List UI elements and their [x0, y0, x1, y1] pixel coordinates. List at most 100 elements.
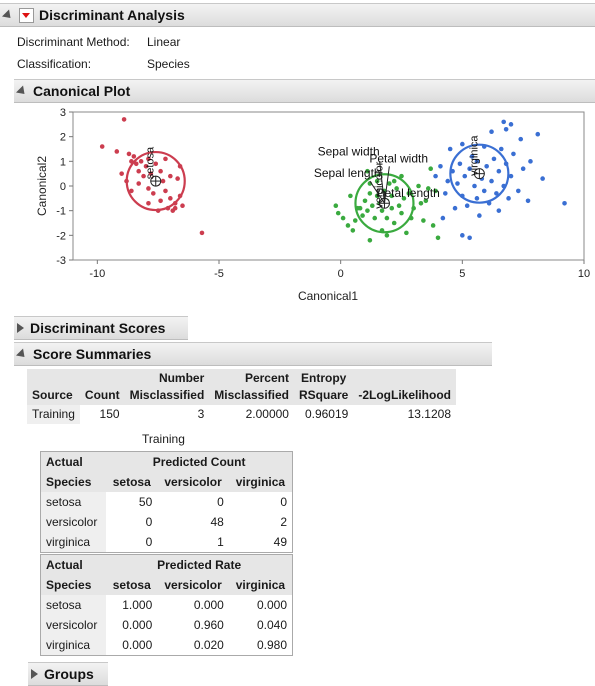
data-point-versicolor	[418, 200, 424, 206]
table-row: versicolor 0.000 0.960 0.040	[40, 615, 293, 635]
data-point-versicolor	[394, 186, 399, 191]
y-tick-label: 0	[60, 181, 66, 193]
disclosure-open-icon[interactable]	[1, 8, 15, 22]
col-header: Percent Misclassified	[209, 369, 294, 405]
data-point-versicolor	[365, 168, 370, 174]
data-point-versicolor	[333, 203, 339, 209]
data-point-setosa	[180, 203, 185, 209]
data-point-virginica	[503, 126, 509, 132]
table-row: Training 150 3 2.00000 0.96019 13.1208	[27, 405, 456, 424]
x-axis-label: Canonical1	[298, 289, 358, 303]
data-point-versicolor	[352, 218, 358, 223]
biplot-ray-label: Sepal length	[314, 166, 381, 180]
data-point-versicolor	[362, 198, 368, 204]
biplot-ray	[383, 166, 390, 204]
cell: 0.020	[193, 638, 224, 652]
data-point-virginica	[520, 166, 526, 172]
data-point-virginica	[460, 141, 465, 147]
method-label: Discriminant Method:	[17, 35, 130, 49]
row-label: virginica	[40, 532, 107, 553]
x-tick-label: -10	[89, 268, 105, 280]
y-ticks: 3 2 1 0 -1 -2 -3	[56, 107, 73, 267]
data-point-virginica	[447, 146, 453, 152]
red-triangle-menu-icon[interactable]	[19, 7, 34, 23]
score-summaries-header[interactable]: Score Summaries	[14, 342, 492, 366]
discriminant-analysis-header[interactable]: Discriminant Analysis	[0, 3, 595, 27]
data-point-setosa	[131, 154, 137, 159]
data-point-versicolor	[425, 186, 431, 191]
data-point-virginica	[489, 178, 494, 184]
data-point-virginica	[491, 156, 497, 162]
disclosure-open-icon[interactable]	[15, 84, 29, 98]
discriminant-scores-title: Discriminant Scores	[30, 320, 166, 336]
data-point-virginica	[501, 119, 507, 125]
row-label: virginica	[40, 635, 107, 656]
data-point-virginica	[484, 163, 489, 169]
col-header: Number Misclassified	[124, 369, 210, 405]
data-point-virginica	[562, 200, 567, 206]
groups-header[interactable]: Groups	[28, 662, 108, 686]
predicted-rate-table: Actual Predicted Rate Species setosa ver…	[40, 554, 293, 656]
data-point-versicolor	[401, 196, 407, 201]
group-label-setosa: setosa	[145, 146, 157, 179]
data-point-virginica	[516, 188, 521, 194]
data-point-virginica	[528, 159, 533, 164]
data-point-setosa	[141, 173, 146, 179]
data-point-virginica	[498, 146, 504, 152]
data-point-versicolor	[350, 228, 356, 233]
data-point-setosa	[138, 159, 144, 164]
cell: 0.000	[256, 598, 287, 612]
y-tick-label: 3	[60, 107, 66, 119]
data-point-virginica	[457, 161, 463, 167]
data-point-virginica	[469, 154, 475, 159]
y-axis-label: Canonical2	[35, 156, 49, 216]
disclosure-closed-icon[interactable]	[31, 669, 38, 679]
data-point-versicolor	[435, 235, 441, 241]
predicted-rate-header: Predicted Rate	[106, 554, 293, 575]
discriminant-scores-header[interactable]: Discriminant Scores	[14, 316, 188, 340]
data-point-setosa	[153, 161, 159, 167]
data-point-versicolor	[370, 203, 375, 209]
cell: 1.000	[122, 598, 153, 612]
col-header: -2LogLikelihood	[353, 369, 457, 405]
col-header: virginica	[228, 575, 293, 595]
data-point-virginica	[496, 168, 502, 174]
data-point-setosa	[151, 191, 156, 196]
data-point-versicolor	[396, 203, 402, 209]
data-point-virginica	[462, 173, 468, 179]
data-point-setosa	[172, 205, 178, 211]
classification-label: Classification:	[17, 57, 92, 71]
data-point-virginica	[540, 176, 545, 181]
biplot-ray	[379, 161, 385, 204]
plot-frame	[72, 111, 585, 261]
cell: 48	[210, 515, 224, 529]
canonical-plot-header[interactable]: Canonical Plot	[14, 79, 595, 103]
data-point-virginica	[440, 215, 446, 221]
data-point-virginica	[438, 163, 443, 169]
data-point-versicolor	[360, 213, 365, 218]
cell: 50	[138, 495, 153, 509]
data-point-setosa	[163, 156, 168, 162]
disclosure-closed-icon[interactable]	[17, 323, 24, 333]
data-point-versicolor	[340, 215, 346, 221]
discriminant-analysis-title: Discriminant Analysis	[39, 7, 185, 23]
data-point-versicolor	[348, 193, 353, 199]
data-point-versicolor	[372, 215, 378, 221]
cell: 0	[217, 495, 224, 509]
col-header: setosa	[106, 575, 158, 595]
y-tick-label: -2	[56, 230, 66, 242]
species-header: Species	[40, 472, 107, 492]
cell: 2.00000	[245, 407, 289, 421]
disclosure-open-icon[interactable]	[15, 347, 29, 361]
y-tick-label: 1	[60, 156, 66, 168]
col-header: Source	[27, 369, 80, 405]
data-point-setosa	[126, 151, 132, 157]
col-header: versicolor	[157, 472, 229, 492]
score-summaries-title: Score Summaries	[33, 346, 152, 362]
data-point-virginica	[467, 166, 472, 172]
biplot-ray-label: Petal width	[369, 151, 428, 165]
cell: 0	[145, 515, 153, 529]
species-header: Species	[40, 575, 107, 595]
